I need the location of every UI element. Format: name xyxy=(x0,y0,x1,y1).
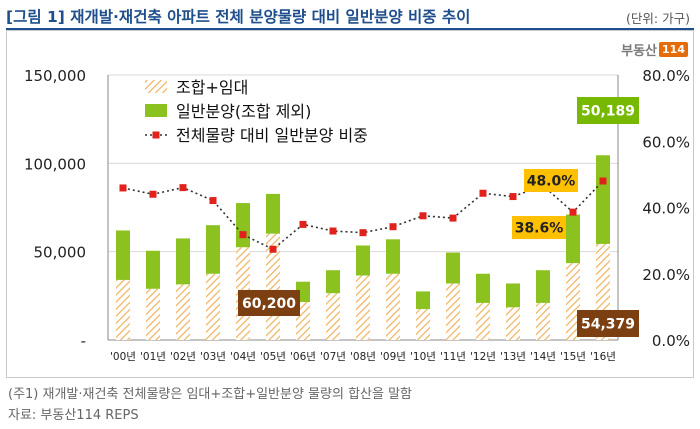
ratio-marker xyxy=(329,227,337,235)
bar-general-sale xyxy=(206,225,220,274)
bar-union-rental xyxy=(146,288,160,340)
brand-logo: 부동산 114 xyxy=(621,40,688,59)
logo-number: 114 xyxy=(659,42,688,57)
bar-general-sale xyxy=(176,238,190,285)
logo-text: 부동산 xyxy=(621,44,658,59)
ratio-marker xyxy=(149,190,157,198)
ratio-marker xyxy=(479,189,487,197)
x-tick-label: '10년 xyxy=(410,351,436,363)
bar-union-rental xyxy=(536,302,550,340)
bar-general-sale xyxy=(116,230,130,280)
bar-union-rental xyxy=(476,302,490,340)
x-tick-label: '14년 xyxy=(530,351,556,363)
bar-general-sale xyxy=(236,203,250,248)
bar-union-rental xyxy=(446,283,460,340)
legend-label-union-rental: 조합+임대 xyxy=(176,78,248,97)
bar-general-sale xyxy=(326,270,340,294)
x-tick-label: '02년 xyxy=(170,351,196,363)
callout-2005-bar-box xyxy=(238,290,300,316)
bar-union-rental xyxy=(416,309,430,340)
y-right-tick-label: 0.0% xyxy=(652,332,690,350)
unit-label: (단위: 가구) xyxy=(626,11,690,26)
bar-general-sale xyxy=(596,155,610,244)
callout-2015-ratio-label: 38.6% xyxy=(515,221,564,237)
x-tick-label: '11년 xyxy=(440,351,466,363)
legend-marker-ratio xyxy=(152,131,160,139)
y-left-tick-label: 100,000 xyxy=(24,155,86,173)
x-tick-label: '00년 xyxy=(110,351,136,363)
x-tick-label: '03년 xyxy=(200,351,226,363)
bar-general-sale xyxy=(506,283,520,308)
callout-2016-union-box xyxy=(577,310,639,337)
callout-2016-ratio-label: 48.0% xyxy=(527,174,576,190)
bar-union-rental xyxy=(566,263,580,340)
ratio-marker xyxy=(599,177,607,185)
legend-swatch-general-sale xyxy=(145,104,167,117)
x-tick-label: '04년 xyxy=(230,351,256,363)
ratio-marker xyxy=(359,229,367,237)
callout-2016-union-label: 54,379 xyxy=(581,317,635,333)
ratio-marker xyxy=(509,193,517,201)
bar-union-rental xyxy=(356,275,370,340)
bar-general-sale xyxy=(416,291,430,310)
x-tick-label: '16년 xyxy=(590,351,616,363)
x-tick-label: '08년 xyxy=(350,351,376,363)
y-right-tick-label: 60.0% xyxy=(642,133,690,151)
x-tick-label: '15년 xyxy=(560,351,586,363)
bar-union-rental xyxy=(506,307,520,340)
ratio-marker xyxy=(299,220,307,228)
ratio-marker xyxy=(569,208,577,216)
y-left-tick-label: - xyxy=(81,332,86,350)
footnote: (주1) 재개발·재건축 전체물량은 임대+조합+일반분양 물량의 합산을 말함 xyxy=(8,387,413,402)
chart-title: [그림 1] 재개발·재건축 아파트 전체 분양물량 대비 일반분양 비중 추이 xyxy=(6,8,471,26)
title-underline xyxy=(6,28,694,30)
title-bar: [그림 1] 재개발·재건축 아파트 전체 분양물량 대비 일반분양 비중 추이… xyxy=(6,2,694,28)
bar-general-sale xyxy=(446,252,460,284)
ratio-marker xyxy=(119,184,127,192)
y-right-tick-label: 80.0% xyxy=(642,67,690,85)
ratio-marker xyxy=(209,197,217,205)
bar-general-sale xyxy=(566,214,580,264)
bar-union-rental xyxy=(326,293,340,340)
x-tick-label: '09년 xyxy=(380,351,406,363)
bar-union-rental xyxy=(116,279,130,340)
bar-general-sale xyxy=(476,273,490,303)
bar-general-sale xyxy=(146,250,160,289)
bar-general-sale xyxy=(356,245,370,276)
ratio-marker xyxy=(419,212,427,220)
callout-2015-ratio-box xyxy=(512,216,566,239)
callout-2016-general-label: 50,189 xyxy=(581,104,635,120)
x-tick-label: '01년 xyxy=(140,351,166,363)
y-right-tick-label: 20.0% xyxy=(642,266,690,284)
x-tick-label: '06년 xyxy=(290,351,316,363)
x-tick-label: '13년 xyxy=(500,351,526,363)
legend-label-general-sale: 일반분양(조합 제외) xyxy=(176,102,311,121)
x-tick-label: '07년 xyxy=(320,351,346,363)
source-note: 자료: 부동산114 REPS xyxy=(8,408,139,423)
bar-union-rental xyxy=(206,273,220,340)
y-left-tick-label: 50,000 xyxy=(34,244,87,262)
ratio-marker xyxy=(449,214,457,222)
y-right-tick-label: 40.0% xyxy=(642,200,690,218)
bar-general-sale xyxy=(536,270,550,303)
legend-swatch-union-rental xyxy=(145,80,167,93)
bar-general-sale xyxy=(266,193,280,234)
bar-union-rental xyxy=(386,273,400,340)
bar-general-sale xyxy=(386,239,400,274)
ratio-marker xyxy=(269,245,277,253)
callout-2016-ratio-box xyxy=(524,169,578,192)
ratio-marker xyxy=(179,184,187,192)
callout-2005-bar-label: 60,200 xyxy=(242,296,296,312)
x-tick-label: '05년 xyxy=(260,351,286,363)
legend-label-ratio: 전체물량 대비 일반분양 비중 xyxy=(176,126,368,145)
y-left-tick-label: 150,000 xyxy=(24,67,86,85)
x-tick-label: '12년 xyxy=(470,351,496,363)
ratio-marker xyxy=(239,231,247,239)
bar-union-rental xyxy=(176,284,190,340)
callout-2016-general-box xyxy=(577,97,639,124)
ratio-marker xyxy=(389,223,397,231)
